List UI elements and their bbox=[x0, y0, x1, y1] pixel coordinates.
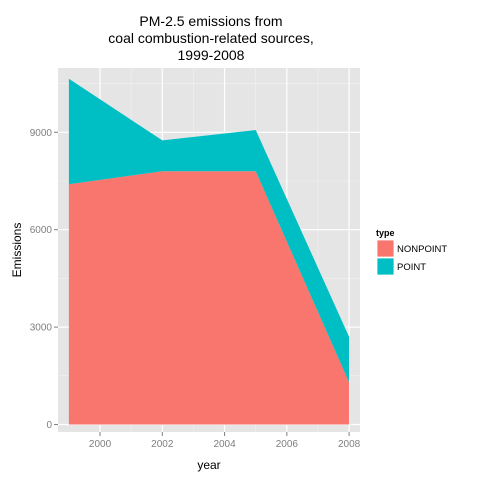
legend-label-nonpoint: NONPOINT bbox=[397, 244, 447, 255]
legend-key-point bbox=[376, 257, 395, 276]
legend-title: type bbox=[376, 228, 395, 238]
y-tick-label: 6000 bbox=[30, 225, 53, 236]
y-axis-title: Emissions bbox=[10, 223, 24, 278]
legend-key-nonpoint bbox=[376, 239, 395, 258]
x-tick-label: 2008 bbox=[338, 439, 361, 450]
chart-title: PM-2.5 emissions from coal combustion-re… bbox=[108, 13, 313, 63]
x-tick-label: 2006 bbox=[276, 439, 299, 450]
x-axis-title: year bbox=[197, 458, 220, 472]
legend: type NONPOINT POINT bbox=[376, 228, 447, 276]
y-tick-label: 3000 bbox=[30, 323, 53, 334]
y-tick-label: 9000 bbox=[30, 128, 53, 139]
title-line-3: 1999-2008 bbox=[178, 47, 245, 63]
area-point bbox=[68, 78, 350, 383]
x-tick-label: 2000 bbox=[89, 439, 112, 450]
title-line-2: coal combustion-related sources, bbox=[108, 30, 313, 46]
title-line-1: PM-2.5 emissions from bbox=[139, 13, 282, 29]
x-tick-label: 2002 bbox=[151, 439, 174, 450]
axis-tick-labels: 2000 2002 2004 2006 2008 0 3000 6000 9000 bbox=[30, 128, 361, 450]
legend-label-point: POINT bbox=[397, 262, 426, 273]
area-nonpoint bbox=[68, 171, 350, 425]
y-tick-label: 0 bbox=[46, 420, 52, 431]
x-tick-label: 2004 bbox=[213, 439, 236, 450]
area-series bbox=[68, 78, 350, 425]
axis-ticks bbox=[54, 131, 350, 436]
